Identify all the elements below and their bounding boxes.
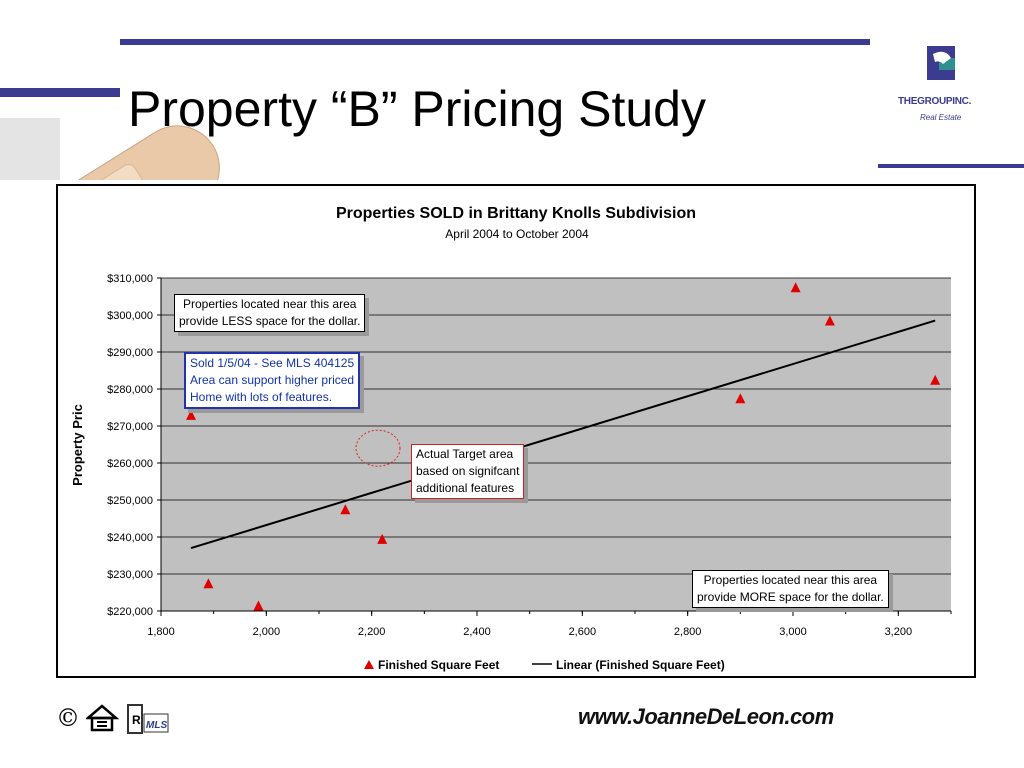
chart-title: Properties SOLD in Brittany Knolls Subdi…: [336, 205, 696, 222]
annotation-line: additional features: [416, 481, 515, 495]
y-tick-label: $300,000: [107, 310, 153, 322]
bandage-image: [0, 118, 220, 180]
legend-triangle-icon: [364, 660, 374, 669]
annotation-target-area: Actual Target area based on signifcant a…: [411, 444, 525, 499]
legend-label-points: Finished Square Feet: [378, 658, 499, 672]
x-tick-label: 2,600: [569, 626, 597, 638]
slide-decoration: [0, 39, 1024, 180]
y-tick-label: $230,000: [107, 569, 153, 581]
data-point-triangle: [253, 600, 264, 611]
right-accent-bar: [878, 164, 1024, 168]
annotation-sold: Sold 1/5/04 - See MLS 404125 Area can su…: [184, 352, 361, 409]
data-point-triangle: [340, 504, 351, 515]
legend-label-trend: Linear (Finished Square Feet): [556, 658, 725, 672]
company-logo-text: THEGROUPINC.: [898, 96, 972, 107]
data-point-triangle: [377, 533, 388, 544]
annotation-more-space: Properties located near this area provid…: [692, 570, 889, 608]
y-tick-label: $270,000: [107, 421, 153, 433]
data-point-triangle: [735, 393, 746, 404]
annotation-line: Home with lots of features.: [190, 390, 333, 404]
top-accent-bar: [120, 39, 870, 45]
y-tick-label: $280,000: [107, 384, 153, 396]
data-points: [186, 282, 941, 611]
left-accent-bar: [0, 88, 120, 97]
y-tick-label: $220,000: [107, 606, 153, 618]
mls-label: MLS: [146, 720, 167, 731]
website-link[interactable]: www.JoanneDeLeon.com: [578, 704, 834, 729]
annotation-line: Area can support higher priced: [190, 373, 355, 387]
plot-area: [161, 278, 951, 611]
slide-title: Property “B” Pricing Study: [128, 81, 706, 137]
x-tick-label: 3,200: [885, 626, 913, 638]
annotation-line: Properties located near this area: [183, 297, 357, 311]
y-tick-label: $240,000: [107, 532, 153, 544]
y-axis-label: Property Pric: [70, 404, 85, 486]
y-tick-label: $310,000: [107, 273, 153, 285]
data-point-triangle: [790, 282, 801, 293]
x-tick-label: 1,800: [147, 626, 175, 638]
x-tick-label: 3,000: [779, 626, 807, 638]
company-logo-subtitle: Real Estate: [920, 113, 962, 122]
equal-housing-icon: [86, 704, 120, 732]
y-tick-label: $260,000: [107, 458, 153, 470]
footer-logos: R MLS: [86, 704, 169, 734]
chart-subtitle: April 2004 to October 2004: [445, 227, 589, 241]
realtor-mls-icon: R MLS: [127, 704, 169, 734]
x-tick-label: 2,200: [358, 626, 386, 638]
axes: $220,000 $230,000 $240,000 $250,000 $260,000…: [107, 273, 952, 638]
company-logo-icon: [927, 46, 955, 80]
svg-text:R: R: [132, 713, 141, 727]
annotation-line: Sold 1/5/04 - See MLS 404125: [190, 356, 355, 370]
x-tick-label: 2,400: [463, 626, 491, 638]
annotation-line: provide MORE space for the dollar.: [697, 590, 884, 604]
legend: Finished Square Feet Linear (Finished Sq…: [364, 658, 725, 672]
annotation-line: based on signifcant: [416, 464, 520, 478]
annotation-line: provide LESS space for the dollar.: [179, 314, 361, 328]
annotation-line: Actual Target area: [416, 447, 514, 461]
y-tick-label: $250,000: [107, 495, 153, 507]
target-area-circle: [355, 429, 401, 467]
data-point-triangle: [203, 578, 214, 589]
x-tick-label: 2,800: [674, 626, 702, 638]
data-point-triangle: [824, 315, 835, 326]
annotation-less-space: Properties located near this area provid…: [174, 294, 366, 332]
copyright-icon: ©: [56, 704, 80, 732]
y-tick-label: $290,000: [107, 347, 153, 359]
x-tick-label: 2,000: [253, 626, 281, 638]
annotation-line: Properties located near this area: [703, 573, 878, 587]
data-point-triangle: [186, 409, 197, 420]
trendline: [190, 319, 936, 550]
trendline-layer: [190, 319, 936, 550]
data-point-triangle: [930, 374, 941, 385]
